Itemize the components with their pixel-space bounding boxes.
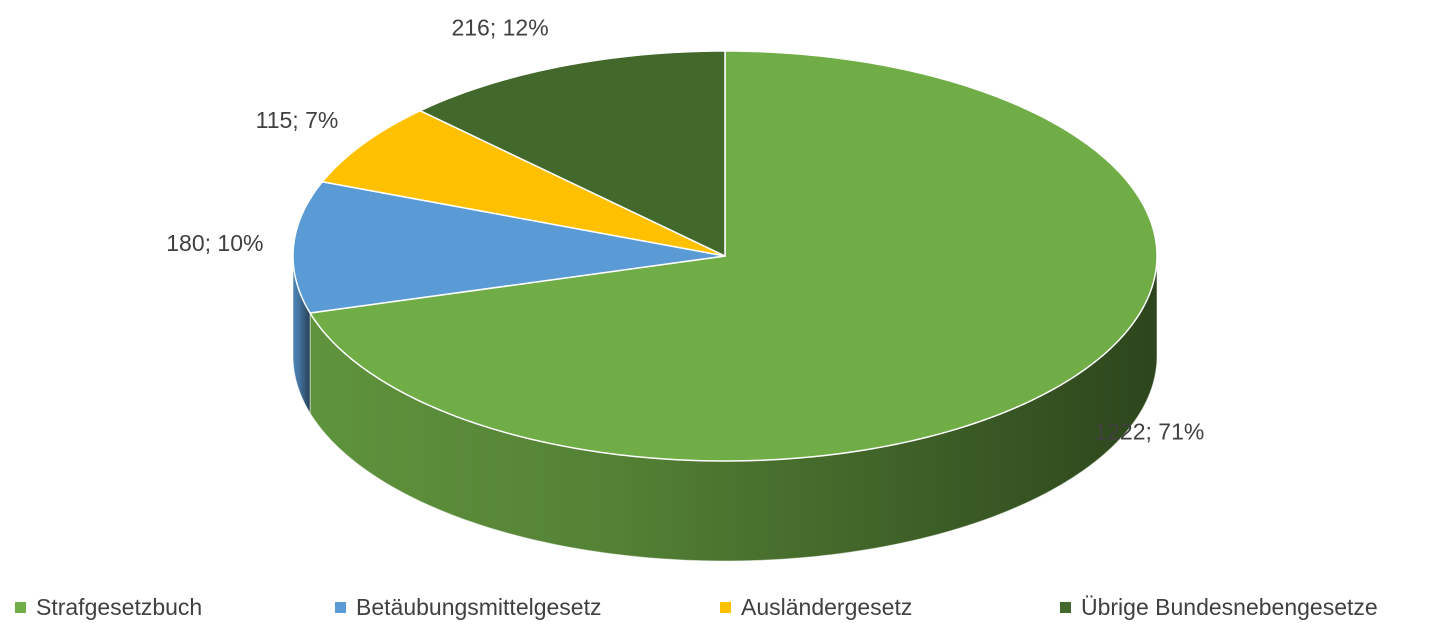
chart: 1222; 71% 180; 10% 115; 7% 216; 12%: [166, 15, 1204, 562]
legend-swatch: [15, 601, 26, 613]
legend-swatch: [335, 601, 346, 613]
legend-swatch: [1060, 601, 1071, 613]
slice: [309, 50, 1158, 462]
legend-swatch: [720, 601, 731, 613]
data-label: 115; 7%: [256, 107, 339, 133]
legend-label: Betäubungsmittelgesetz: [356, 593, 602, 620]
data-label: 216; 12%: [451, 15, 548, 41]
legend-item: Ausländergesetz: [720, 594, 912, 621]
slice: [292, 180, 726, 314]
slice: [321, 109, 726, 257]
legend-label: Übrige Bundesnebengesetze: [1081, 593, 1378, 620]
slice: [419, 50, 726, 257]
legend-item: Übrige Bundesnebengesetze: [1060, 594, 1378, 621]
legend-label: Strafgesetzbuch: [36, 593, 203, 620]
legend-item: Betäubungsmittelgesetz: [335, 594, 602, 621]
data-label: 1222; 71%: [1094, 418, 1204, 444]
legend-label: Ausländergesetz: [741, 593, 913, 620]
legend: Strafgesetzbuch Betäubungsmittelgesetz Aus…: [0, 590, 1456, 624]
data-label: 180; 10%: [166, 230, 263, 256]
legend-item: Strafgesetzbuch: [15, 594, 202, 621]
